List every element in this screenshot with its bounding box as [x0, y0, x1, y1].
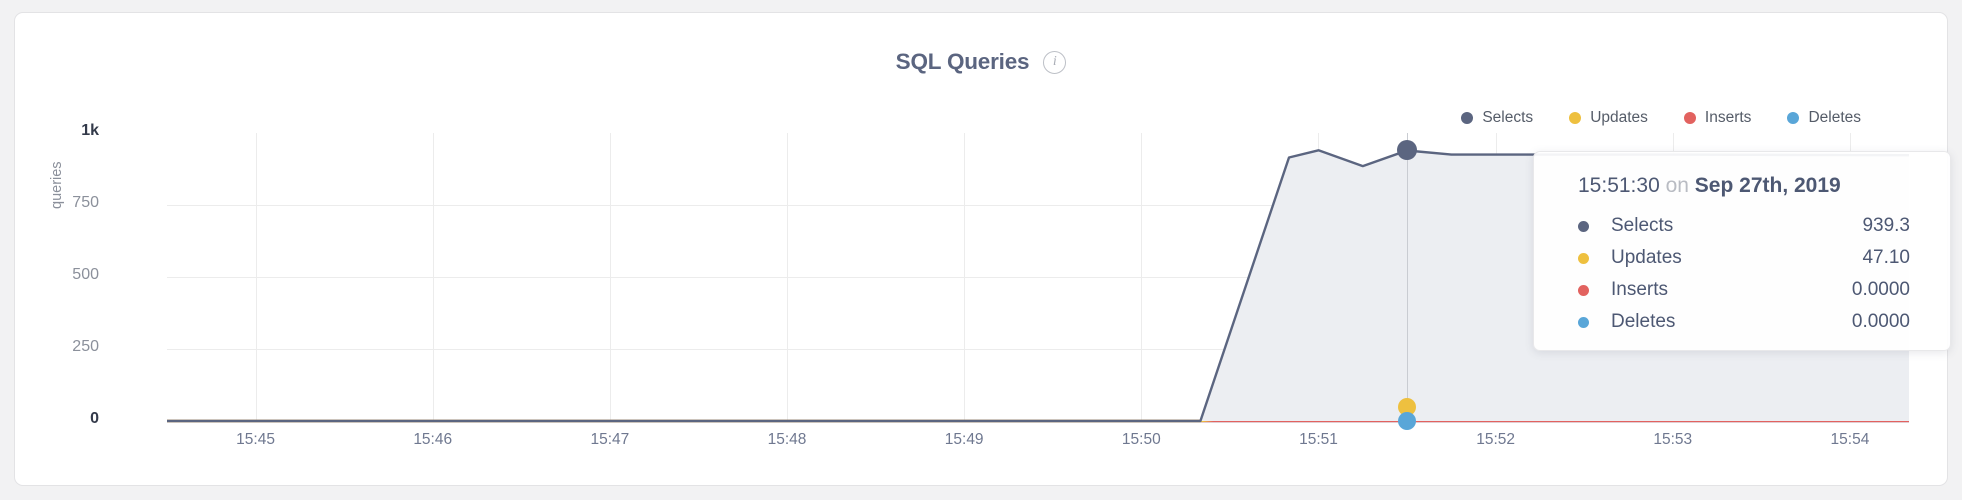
- gridline-vertical: [1141, 133, 1143, 421]
- x-axis-tick-label: 15:46: [413, 431, 453, 448]
- legend-dot-icon: [1461, 112, 1474, 124]
- tooltip-series-value: 939.3: [1862, 215, 1910, 236]
- gridline-vertical: [964, 133, 966, 421]
- x-axis-tick-label: 15:53: [1653, 431, 1693, 448]
- plot-area[interactable]: 0 250 500 750 1k 15:45 15:46 15:47 15:48 15:49 15…: [72, 122, 1909, 448]
- tooltip-header: 15:51:30 on Sep 27th, 2019: [1578, 174, 1910, 198]
- legend-item-label: Deletes: [1808, 109, 1861, 126]
- gridline-horizontal: [167, 277, 1909, 278]
- tooltip-dot-icon: [1578, 220, 1589, 232]
- x-axis-tick-label: 15:45: [236, 431, 275, 448]
- tooltip-series-label: Selects: [1611, 215, 1674, 236]
- series-area-selects: [167, 150, 1909, 422]
- gridline-horizontal: [167, 205, 1909, 206]
- y-axis-tick-label: 0: [90, 410, 99, 427]
- x-axis-tick-label: 15:52: [1476, 431, 1516, 448]
- tooltip-series-label: Inserts: [1611, 279, 1669, 300]
- tooltip-dot-icon: [1578, 284, 1589, 296]
- legend-item-inserts[interactable]: Inserts: [1683, 109, 1752, 127]
- x-axis-tick-label: 15:48: [767, 431, 807, 448]
- tooltip-rows: Selects 939.3 Updates 47.10 Inserts 0.0000 Del…: [1578, 210, 1910, 338]
- y-axis-tick-label: 250: [72, 338, 99, 355]
- x-axis-tick-label: 15:47: [590, 431, 630, 448]
- tooltip-dot-icon: [1578, 252, 1589, 264]
- legend-item-updates[interactable]: Updates: [1569, 109, 1648, 127]
- x-axis-tick-label: 15:51: [1299, 431, 1338, 448]
- legend-item-selects[interactable]: Selects: [1461, 109, 1533, 127]
- tooltip-dot-icon: [1578, 316, 1589, 328]
- legend-item-label: Inserts: [1704, 109, 1752, 126]
- legend-dot-icon: [1569, 112, 1582, 124]
- hover-point-deletes: [1398, 412, 1417, 430]
- x-axis-tick-label: 15:49: [944, 431, 984, 448]
- legend-item-label: Selects: [1482, 109, 1534, 126]
- tooltip-row: Updates 47.10: [1578, 242, 1910, 274]
- tooltip-on-word: on: [1665, 174, 1689, 197]
- legend-dot-icon: [1787, 112, 1800, 124]
- y-axis-label: queries: [49, 161, 65, 209]
- chart-header: SQL Queries i: [15, 49, 1947, 75]
- y-axis-tick-label: 1k: [81, 122, 99, 139]
- tooltip-row: Inserts 0.0000: [1578, 274, 1910, 306]
- tooltip-row: Deletes 0.0000: [1578, 306, 1910, 338]
- gridline-vertical: [787, 133, 789, 421]
- y-axis-tick-label: 750: [72, 194, 99, 211]
- info-icon[interactable]: i: [1043, 50, 1067, 74]
- tooltip-row: Selects 939.3: [1578, 210, 1910, 242]
- legend-item-label: Updates: [1590, 109, 1648, 126]
- y-axis-tick-label: 500: [72, 266, 99, 283]
- hover-point-selects: [1397, 140, 1418, 161]
- tooltip-series-value: 47.10: [1862, 247, 1910, 268]
- gridline-vertical: [609, 133, 611, 421]
- legend-item-deletes[interactable]: Deletes: [1787, 109, 1861, 127]
- x-axis-tick-label: 15:50: [1121, 431, 1161, 448]
- hover-point-updates: [1398, 398, 1417, 417]
- tooltip-series-value: 0.0000: [1851, 279, 1910, 300]
- gridline-horizontal: [167, 349, 1909, 350]
- chart-tooltip: 15:51:30 on Sep 27th, 2019 Selects 939.3 U…: [1533, 151, 1951, 351]
- legend-dot-icon: [1683, 112, 1696, 124]
- tooltip-series-label: Deletes: [1611, 311, 1676, 332]
- sql-queries-chart-card: SQL Queries i Selects Updates Inserts Delet…: [14, 12, 1951, 486]
- tooltip-date: Sep 27th, 2019: [1694, 174, 1841, 197]
- x-axis-tick-label: 15:54: [1830, 431, 1870, 448]
- tooltip-time: 15:51:30: [1578, 174, 1660, 197]
- tooltip-series-value: 0.0000: [1851, 311, 1910, 332]
- gridline-vertical: [432, 133, 434, 421]
- gridline-vertical: [255, 133, 257, 421]
- chart-legend: Selects Updates Inserts Deletes: [1461, 109, 1861, 127]
- tooltip-series-label: Updates: [1611, 247, 1682, 268]
- crosshair-line: [1407, 133, 1409, 421]
- page-title: SQL Queries: [895, 49, 1030, 74]
